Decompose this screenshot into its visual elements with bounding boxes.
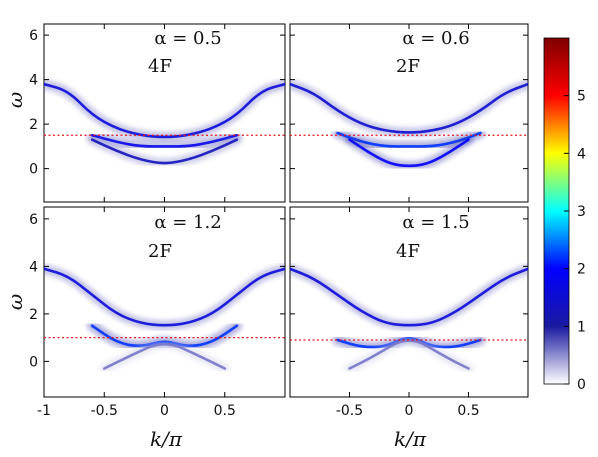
colorbar: 5 4 3 2 1 0 <box>543 37 586 393</box>
colorbar-tick-label: 0 <box>577 377 586 393</box>
x-tick-label: 0.5 <box>457 403 479 419</box>
panel-alpha-label: α = 1.5 <box>402 212 469 233</box>
colorbar-tick-label: 5 <box>577 89 586 105</box>
panel-ticks <box>289 24 529 202</box>
band-line <box>348 339 470 370</box>
panel-frame <box>43 23 286 203</box>
panel-phase-label: 2F <box>396 56 420 77</box>
panel-alpha-1.2: α = 1.2 2F <box>43 206 286 398</box>
y-tick-label: 2 <box>29 307 38 323</box>
panel-alpha-0.5: α = 0.5 4F <box>43 23 286 203</box>
band-line <box>90 134 239 148</box>
panel-alpha-label: α = 0.6 <box>402 28 469 49</box>
colorbar-tick-label: 4 <box>577 146 586 162</box>
y-axis-label-top: ω <box>3 92 27 108</box>
y-tick-label: 4 <box>29 73 38 89</box>
panel-ticks <box>43 207 286 397</box>
panel-ticks <box>289 207 529 397</box>
panel-alpha-0.6: α = 0.6 2F <box>289 23 529 203</box>
band-line <box>290 267 528 327</box>
panel-frame <box>289 23 529 203</box>
y-tick-label: 6 <box>29 212 38 228</box>
panel-bands <box>290 263 528 374</box>
band-line <box>44 267 285 327</box>
panel-bands <box>290 79 528 171</box>
band-line <box>44 82 285 139</box>
band-line <box>103 342 227 370</box>
y-tick-label: 0 <box>29 162 38 178</box>
panel-phase-label: 4F <box>148 56 172 77</box>
panel-ticks <box>43 24 286 202</box>
panel-frame <box>43 206 286 398</box>
panel-frame <box>289 206 529 398</box>
band-line <box>90 138 239 165</box>
band-line <box>290 82 528 134</box>
x-tick-label: 0.5 <box>214 403 236 419</box>
x-tick-label: 0 <box>160 403 169 419</box>
x-axis-label-right: k/π <box>394 427 427 451</box>
band-line <box>348 138 470 168</box>
panel-bands <box>44 79 285 169</box>
x-tick-labels: -1 -0.5 0 0.5 -0.5 0 0.5 <box>37 403 480 419</box>
y-axis-label-bottom: ω <box>3 294 27 310</box>
colorbar-tick-label: 2 <box>577 262 586 278</box>
panel-phase-label: 2F <box>148 241 172 262</box>
panel-phase-label: 4F <box>396 241 420 262</box>
panel-bands <box>44 263 285 374</box>
colorbar-ticks: 5 4 3 2 1 0 <box>564 89 586 393</box>
x-tick-label: -0.5 <box>91 403 118 419</box>
y-tick-label: 2 <box>29 117 38 133</box>
colorbar-tick-label: 1 <box>577 319 586 335</box>
colorbar-tick-label: 3 <box>577 204 586 220</box>
y-tick-label: 0 <box>29 354 38 370</box>
panel-alpha-label: α = 1.2 <box>154 212 221 233</box>
panel-alpha-1.5: α = 1.5 4F <box>289 206 529 398</box>
x-tick-label: -1 <box>37 403 51 419</box>
x-tick-label: 0 <box>405 403 414 419</box>
y-tick-label: 4 <box>29 259 38 275</box>
y-tick-labels: 6 4 2 0 6 4 2 0 <box>29 28 38 370</box>
x-tick-label: -0.5 <box>336 403 363 419</box>
x-axis-label-left: k/π <box>150 427 183 451</box>
panel-alpha-label: α = 0.5 <box>154 28 221 49</box>
y-tick-label: 6 <box>29 28 38 44</box>
